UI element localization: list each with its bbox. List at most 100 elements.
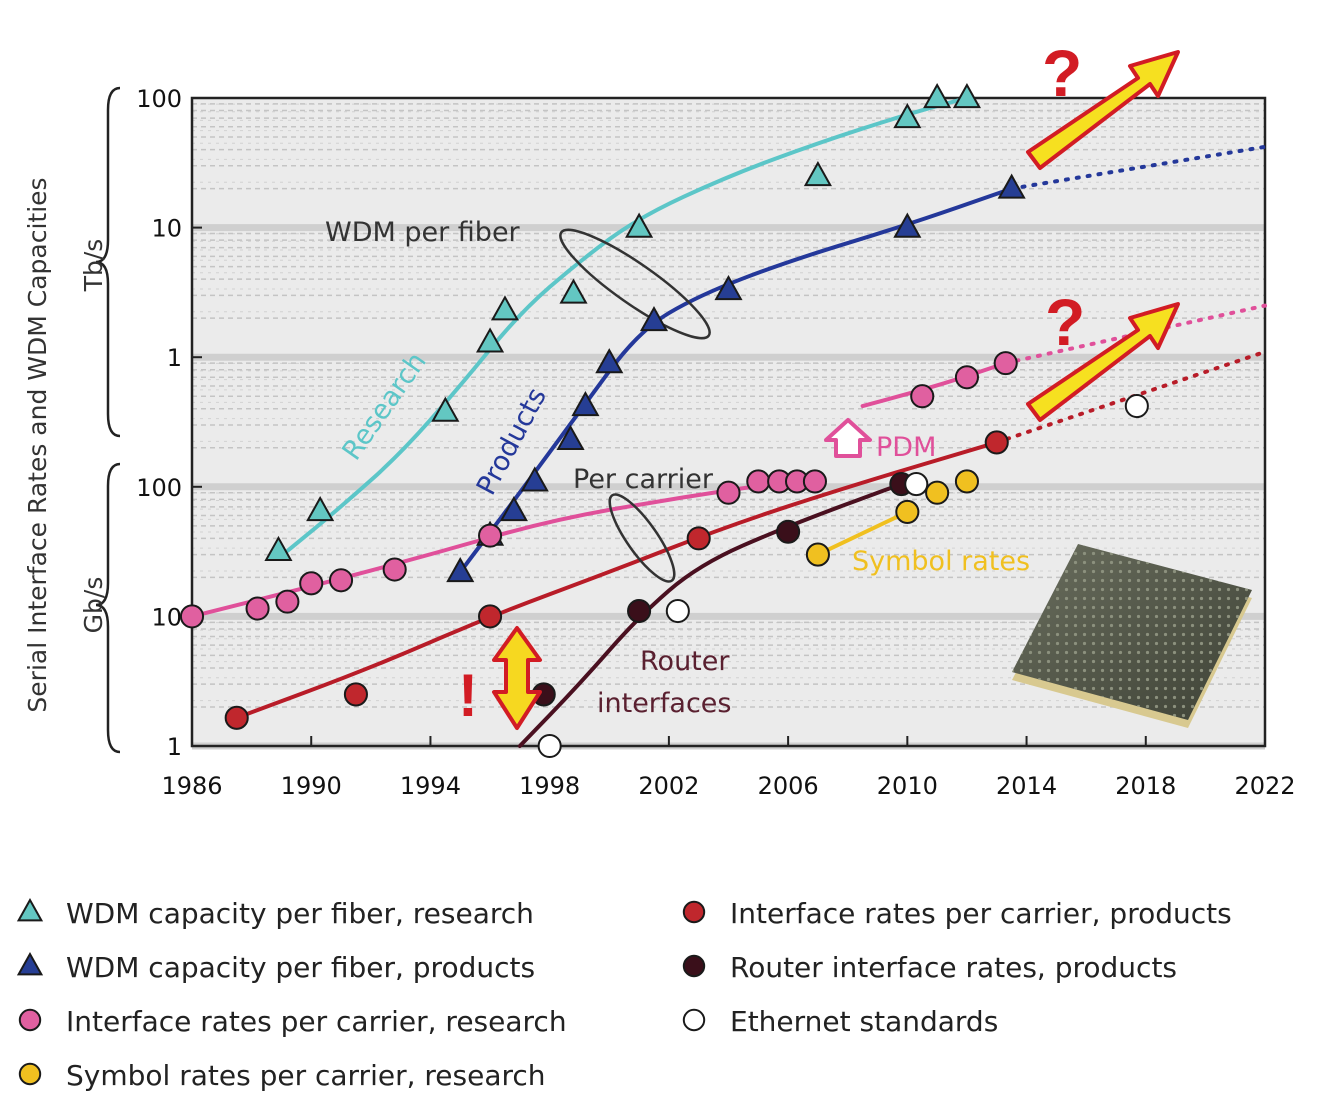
unit-gbps: Gb/s (79, 577, 108, 634)
point-wdm-capacity-per-fiber-research (893, 103, 922, 129)
point-interface-rates-per-carrier-research (910, 384, 935, 409)
point-interface-rates-per-carrier-research (716, 480, 741, 505)
point-wdm-capacity-per-fiber-products (446, 556, 475, 583)
legend-marker-wdm-capacity-per-fiber-products (16, 951, 44, 976)
trend-line-symbol (815, 509, 910, 557)
point-wdm-capacity-per-fiber-products (714, 274, 743, 301)
legend-marker-interface-rates-per-carrier-research (18, 1008, 42, 1032)
x-axis: 1986 1990 1994 1998 2002 2006 2010 2014 2018 2022 (161, 736, 1296, 800)
double-arrow (492, 626, 542, 730)
router-label-line2: interfaces (597, 688, 732, 719)
trend-line-per-carrier-products (234, 440, 999, 720)
point-interface-rates-per-carrier-products (224, 705, 249, 730)
point-ethernet-standards (1124, 393, 1149, 419)
trend-arrow-top (1026, 50, 1180, 170)
point-ethernet-standards (665, 598, 690, 624)
question-mark-bottom: ? (1045, 285, 1085, 359)
point-interface-rates-per-carrier-research (299, 571, 324, 596)
point-interface-rates-per-carrier-products (686, 526, 711, 551)
point-wdm-capacity-per-fiber-products (499, 495, 528, 522)
legend-label-wdm-capacity-per-fiber-products: WDM capacity per fiber, products (66, 951, 535, 984)
point-wdm-capacity-per-fiber-research (923, 82, 952, 109)
point-wdm-capacity-per-fiber-products (520, 466, 549, 492)
point-interface-rates-per-carrier-research (478, 523, 503, 548)
trend-line-products-trend (1009, 144, 1267, 191)
point-symbol-rates-per-carrier-research (805, 542, 830, 567)
point-router-interface-rates-products (776, 519, 801, 544)
legend-marker-router-interface-rates-products (682, 954, 706, 978)
x-tick-label: 2006 (758, 772, 819, 800)
legend-marker-ethernet-standards (682, 1008, 706, 1032)
y-tick-label-gbps: 100 (136, 474, 182, 502)
point-wdm-capacity-per-fiber-research (306, 495, 335, 522)
point-wdm-capacity-per-fiber-products (571, 390, 600, 417)
symbol-rates-label: Symbol rates (852, 546, 1030, 577)
point-interface-rates-per-carrier-research (993, 351, 1018, 376)
point-interface-rates-per-carrier-research (245, 596, 270, 621)
point-wdm-capacity-per-fiber-research (625, 212, 654, 238)
point-interface-rates-per-carrier-products (984, 430, 1009, 455)
point-interface-rates-per-carrier-research (382, 557, 407, 582)
trend-line-research (285, 96, 969, 553)
point-wdm-capacity-per-fiber-research (476, 327, 505, 353)
legend-label-ethernet-standards: Ethernet standards (730, 1005, 998, 1038)
y-tick-label-tbps: 10 (151, 215, 182, 243)
wdm-per-fiber-label: WDM per fiber (325, 217, 521, 248)
legend-label-router-interface-rates-products: Router interface rates, products (730, 951, 1177, 984)
legend-label-wdm-capacity-per-fiber-research: WDM capacity per fiber, research (66, 897, 534, 930)
point-wdm-capacity-per-fiber-research (803, 160, 832, 187)
x-tick-label: 1990 (281, 772, 342, 800)
legend-label-symbol-rates-per-carrier-research: Symbol rates per carrier, research (66, 1059, 546, 1092)
y-tick-label-tbps: 100 (136, 85, 182, 113)
chip-image (1012, 544, 1252, 728)
y-axis: 100 10 1 100 10 1 (136, 85, 202, 761)
point-ethernet-standards (537, 733, 562, 759)
point-wdm-capacity-per-fiber-research (952, 82, 981, 109)
y-tick-label-tbps: 1 (167, 344, 182, 372)
question-mark-top: ? (1042, 36, 1082, 110)
point-wdm-capacity-per-fiber-products (893, 212, 922, 238)
point-router-interface-rates-products (627, 598, 652, 624)
point-symbol-rates-per-carrier-research (895, 499, 920, 524)
point-interface-rates-per-carrier-research (746, 469, 771, 494)
trend-line-router (517, 482, 904, 748)
point-interface-rates-per-carrier-research (275, 589, 300, 614)
legend-marker-wdm-capacity-per-fiber-research (16, 897, 44, 922)
pdm-label: PDM (876, 432, 936, 463)
x-tick-label: 1986 (161, 772, 222, 800)
x-tick-label: 1998 (519, 772, 580, 800)
exclamation-mark: ! (458, 662, 478, 729)
point-interface-rates-per-carrier-research (328, 568, 354, 593)
trend-arrow-bottom (1026, 302, 1180, 422)
router-label-line1: Router (640, 646, 730, 677)
legend: WDM capacity per fiber, research WDM capa… (16, 897, 1232, 1092)
point-wdm-capacity-per-fiber-research (431, 396, 460, 422)
point-symbol-rates-per-carrier-research (954, 469, 979, 494)
per-carrier-label: Per carrier (573, 464, 714, 495)
point-wdm-capacity-per-fiber-research (559, 278, 588, 304)
wdm-per-fiber-ellipse (559, 228, 711, 340)
x-tick-label: 2018 (1115, 772, 1176, 800)
x-tick-label: 2010 (877, 772, 938, 800)
point-interface-rates-per-carrier-research (802, 469, 827, 494)
legend-marker-interface-rates-per-carrier-products (682, 900, 706, 924)
plot-border (190, 96, 1267, 748)
x-tick-label: 2022 (1234, 772, 1295, 800)
legend-marker-symbol-rates-per-carrier-research (18, 1062, 42, 1086)
point-wdm-capacity-per-fiber-products (556, 424, 585, 451)
point-wdm-capacity-per-fiber-products (639, 306, 669, 332)
point-interface-rates-per-carrier-products (343, 682, 368, 707)
per-carrier-ellipse (608, 493, 676, 583)
data-markers (179, 82, 1149, 759)
y-tick-label-gbps: 1 (167, 733, 182, 761)
y-axis-label: Serial Interface Rates and WDM Capacitie… (23, 177, 52, 712)
brace-tbps (95, 86, 121, 438)
legend-label-interface-rates-per-carrier-research: Interface rates per carrier, research (66, 1005, 567, 1038)
point-symbol-rates-per-carrier-research (925, 480, 950, 505)
x-tick-label: 2014 (996, 772, 1057, 800)
pdm-arrow (824, 418, 872, 458)
point-wdm-capacity-per-fiber-research (490, 295, 520, 321)
x-tick-label: 1994 (400, 772, 461, 800)
point-interface-rates-per-carrier-products (478, 604, 503, 629)
